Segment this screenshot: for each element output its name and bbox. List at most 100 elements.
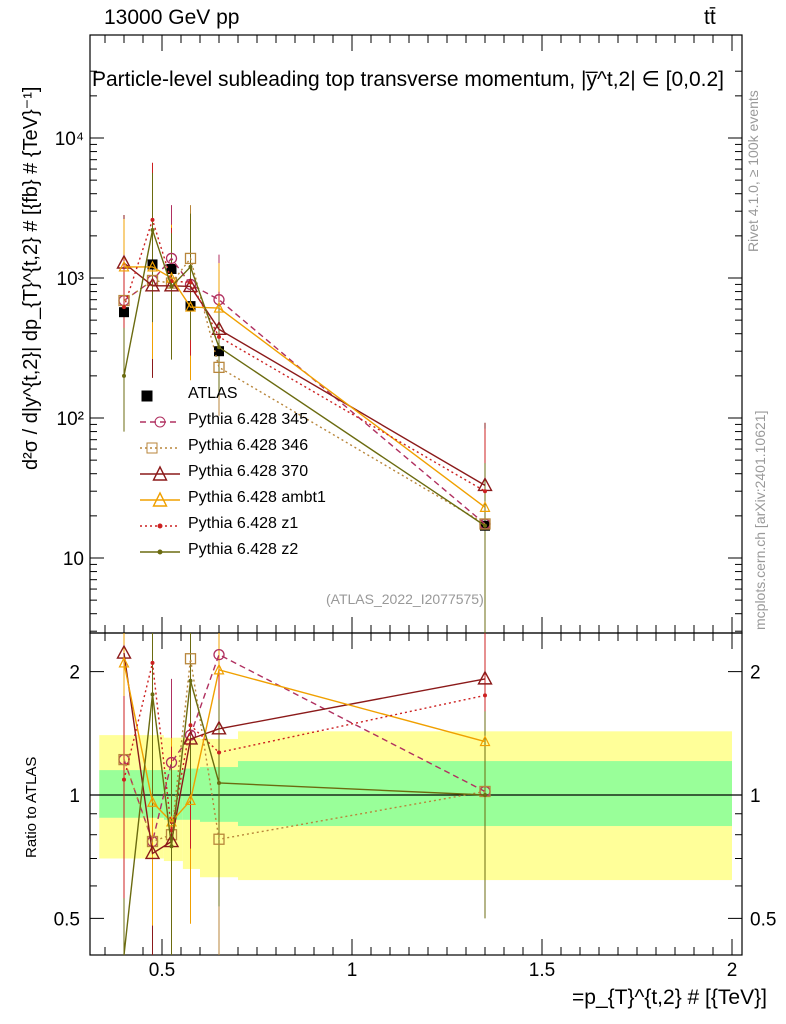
ratio-point-pythia-6-428-370 bbox=[144, 845, 161, 860]
main-point-atlas bbox=[147, 259, 158, 270]
ratio-point-pythia-6-428-z2 bbox=[188, 678, 193, 683]
ratio-point-pythia-6-428-345 bbox=[165, 756, 178, 769]
x-tick-label: 2 bbox=[727, 960, 738, 981]
main-point-pythia-6-428-z2 bbox=[217, 345, 221, 350]
main-point-pythia-6-428-346 bbox=[213, 361, 225, 374]
ratio-point-pythia-6-428-ambt1 bbox=[213, 663, 225, 675]
collision-energy-label: 13000 GeV pp bbox=[104, 6, 240, 29]
main-point-pythia-6-428-346 bbox=[479, 518, 491, 530]
y-tick-label-main: 10² bbox=[57, 409, 84, 430]
ratio-point-pythia-6-428-ambt1 bbox=[479, 735, 491, 747]
main-point-atlas bbox=[119, 307, 129, 318]
ratio-point-pythia-6-428-345 bbox=[213, 649, 225, 661]
stat-uncertainty-band bbox=[99, 770, 142, 818]
legend-label: ATLAS bbox=[188, 385, 238, 402]
ratio-line-pythia-6-428-370 bbox=[123, 652, 486, 855]
main-point-pythia-6-428-z2 bbox=[188, 264, 193, 269]
source-url-label: mcplots.cern.ch [arXiv:2401.10621] bbox=[752, 410, 768, 630]
ratio-point-pythia-6-428-z2 bbox=[169, 844, 174, 849]
legend-entry: ATLAS bbox=[140, 385, 400, 407]
legend-symbol bbox=[140, 465, 180, 481]
ratio-point-pythia-6-428-z1 bbox=[188, 723, 193, 728]
main-point-pythia-6-428-346 bbox=[184, 252, 197, 265]
y-tick-label-main: 10⁴ bbox=[55, 129, 84, 150]
legend-label: Pythia 6.428 ambt1 bbox=[188, 489, 326, 506]
legend-label: Pythia 6.428 346 bbox=[188, 437, 309, 454]
ratio-point-pythia-6-428-z1 bbox=[122, 777, 126, 782]
legend-symbol bbox=[140, 549, 180, 555]
main-line-pythia-6-428-z2 bbox=[123, 227, 486, 527]
legend-entry: Pythia 6.428 345 bbox=[140, 411, 400, 433]
legend-entry: Pythia 6.428 ambt1 bbox=[140, 489, 400, 511]
ratio-point-pythia-6-428-z1 bbox=[483, 693, 487, 698]
main-point-pythia-6-428-z2 bbox=[122, 373, 126, 378]
ratio-line-pythia-6-428-346 bbox=[123, 658, 486, 843]
ratio-point-pythia-6-428-370 bbox=[477, 670, 493, 685]
main-point-pythia-6-428-370 bbox=[163, 277, 180, 292]
x-axis-label: =p_{T}^{t,2} # [{TeV}] bbox=[572, 986, 767, 1009]
main-point-pythia-6-428-z1 bbox=[150, 217, 155, 222]
plot-title: Particle-level subleading top transverse… bbox=[92, 68, 725, 91]
ratio-line-pythia-6-428-z2 bbox=[123, 680, 486, 956]
ratio-point-pythia-6-428-z1 bbox=[169, 828, 174, 833]
ratio-point-pythia-6-428-346 bbox=[213, 833, 225, 845]
main-point-pythia-6-428-z1 bbox=[188, 280, 193, 285]
main-point-pythia-6-428-z1 bbox=[122, 305, 126, 310]
legend-label: Pythia 6.428 370 bbox=[188, 463, 309, 480]
main-point-pythia-6-428-ambt1 bbox=[147, 260, 158, 272]
ratio-line-pythia-6-428-ambt1 bbox=[123, 662, 486, 823]
y-tick-label-main: 10 bbox=[63, 549, 84, 570]
main-point-pythia-6-428-ambt1 bbox=[213, 301, 225, 313]
main-point-pythia-6-428-z2 bbox=[169, 284, 174, 289]
main-point-pythia-6-428-370 bbox=[182, 277, 199, 293]
legend-entry: Pythia 6.428 z1 bbox=[140, 515, 400, 537]
x-tick-label: 0.5 bbox=[149, 960, 175, 981]
legend-entry: Pythia 6.428 346 bbox=[140, 437, 400, 459]
ratio-point-pythia-6-428-z1 bbox=[150, 660, 155, 665]
ratio-point-pythia-6-428-ambt1 bbox=[185, 794, 196, 806]
main-line-pythia-6-428-z1 bbox=[123, 217, 486, 492]
ratio-plot-frame bbox=[89, 632, 743, 956]
legend-symbol bbox=[140, 442, 180, 454]
main-point-atlas bbox=[166, 263, 177, 274]
main-point-pythia-6-428-ambt1 bbox=[118, 260, 130, 272]
ratio-point-pythia-6-428-z2 bbox=[217, 780, 221, 785]
legend-entry: Pythia 6.428 z2 bbox=[140, 541, 400, 563]
main-line-pythia-6-428-ambt1 bbox=[124, 266, 486, 508]
ratio-line-pythia-6-428-345 bbox=[123, 653, 486, 845]
main-point-pythia-6-428-ambt1 bbox=[479, 501, 491, 512]
main-point-pythia-6-428-z2 bbox=[483, 523, 487, 528]
main-line-pythia-6-428-345 bbox=[123, 257, 486, 525]
ratio-point-pythia-6-428-370 bbox=[182, 730, 199, 745]
main-point-atlas bbox=[214, 346, 224, 357]
x-tick-label: 1.5 bbox=[529, 960, 555, 981]
legend-entry: Pythia 6.428 370 bbox=[140, 463, 400, 485]
legend-symbol bbox=[140, 523, 180, 529]
ratio-point-pythia-6-428-z2 bbox=[150, 692, 155, 697]
y-axis-label-ratio: Ratio to ATLAS bbox=[23, 756, 40, 858]
y-tick-label-ratio: 2 bbox=[69, 663, 80, 684]
main-point-pythia-6-428-345 bbox=[165, 252, 178, 265]
main-point-pythia-6-428-z1 bbox=[483, 489, 487, 494]
rivet-version-label: Rivet 4.1.0, ≥ 100k events bbox=[745, 90, 761, 252]
ratio-point-pythia-6-428-ambt1 bbox=[147, 795, 158, 807]
legend-symbol bbox=[141, 390, 153, 402]
analysis-reference: (ATLAS_2022_I2077575) bbox=[326, 591, 484, 607]
main-point-pythia-6-428-z2 bbox=[150, 228, 155, 233]
ratio-point-pythia-6-428-346 bbox=[184, 653, 197, 665]
legend-symbol bbox=[140, 416, 180, 428]
ratio-point-pythia-6-428-z1 bbox=[217, 750, 221, 755]
legend-label: Pythia 6.428 z2 bbox=[188, 541, 299, 558]
main-point-pythia-6-428-370 bbox=[116, 254, 132, 269]
main-point-pythia-6-428-ambt1 bbox=[185, 300, 196, 312]
y-tick-label-ratio: 1 bbox=[69, 786, 80, 807]
ratio-point-pythia-6-428-z2 bbox=[483, 793, 487, 797]
ratio-point-pythia-6-428-370 bbox=[211, 720, 227, 735]
y-tick-label-ratio: 0.5 bbox=[54, 909, 80, 930]
main-point-pythia-6-428-z1 bbox=[217, 334, 221, 339]
y-tick-label-ratio-right: 2 bbox=[750, 663, 761, 684]
main-point-pythia-6-428-370 bbox=[144, 277, 161, 292]
legend-symbol bbox=[140, 491, 180, 507]
process-label: tt̄ bbox=[704, 6, 716, 29]
